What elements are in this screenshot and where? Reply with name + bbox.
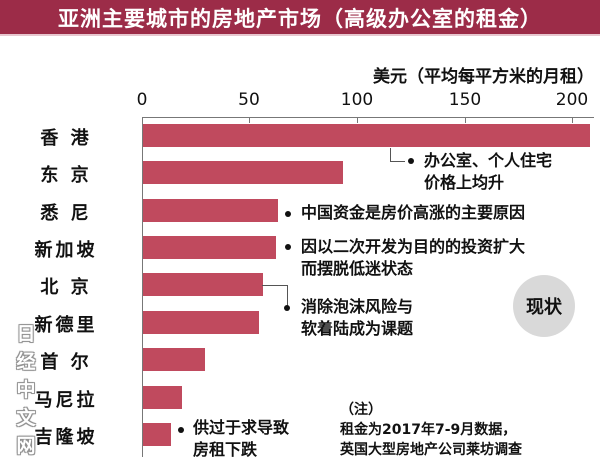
bullet-icon bbox=[284, 305, 290, 311]
watermark-char: 日 bbox=[16, 323, 36, 345]
bullet-icon bbox=[178, 427, 184, 433]
bar bbox=[143, 386, 182, 409]
annotation-hk-tokyo: 办公室、个人住宅 价格上均升 bbox=[424, 150, 552, 194]
x-tick-label: 50 bbox=[238, 90, 260, 110]
footnote-line: 英国大型房地产公司莱坊调查 bbox=[340, 442, 522, 458]
bar bbox=[143, 273, 264, 296]
x-axis-line bbox=[142, 117, 594, 118]
bullet-icon bbox=[408, 158, 414, 164]
city-label: 新加坡 bbox=[34, 240, 98, 261]
annotation-line: 软着陆成为课题 bbox=[301, 319, 414, 338]
annotation-line: 因以二次开发为目的的投资扩大 bbox=[301, 237, 526, 256]
city-label: 东 京 bbox=[40, 165, 92, 186]
chart-title: 亚洲主要城市的房地产市场（高级办公室的租金） bbox=[58, 7, 542, 31]
status-badge: 现状 bbox=[513, 275, 575, 337]
annotation-beijing: 消除泡沫风险与 软着陆成为课题 bbox=[301, 296, 413, 340]
x-tick-label: 200 bbox=[555, 90, 589, 110]
title-banner: 亚洲主要城市的房地产市场（高级办公室的租金） bbox=[0, 0, 600, 36]
city-label: 吉隆坡 bbox=[34, 427, 98, 448]
bar bbox=[143, 423, 171, 446]
annotation-line: 而摆脱低迷状态 bbox=[301, 259, 414, 278]
watermark-char: 网 bbox=[16, 435, 36, 457]
annotation-line: 中国资金是房价高涨的主要原因 bbox=[301, 203, 526, 222]
annotation-line: 消除泡沫风险与 bbox=[301, 297, 414, 316]
watermark-char: 文 bbox=[16, 407, 36, 429]
bullet-icon bbox=[285, 211, 291, 217]
watermark-char: 经 bbox=[16, 351, 36, 373]
bar bbox=[143, 236, 277, 259]
y-axis-line bbox=[142, 117, 143, 457]
x-tick bbox=[465, 117, 466, 123]
x-tick-label: 0 bbox=[136, 90, 148, 110]
footnote: （注） 租金为2017年7-9月数据， 英国大型房地产公司莱坊调查 bbox=[340, 400, 522, 460]
x-tick-label: 150 bbox=[448, 90, 482, 110]
annotation-singapore: 因以二次开发为目的的投资扩大 而摆脱低迷状态 bbox=[301, 236, 525, 280]
bar bbox=[143, 199, 279, 222]
city-label: 香 港 bbox=[40, 128, 92, 149]
annotation-connector bbox=[262, 285, 288, 306]
annotation-line: 房租下跌 bbox=[193, 440, 258, 459]
annotation-line: 供过于求导致 bbox=[193, 418, 290, 437]
watermark-char: 中 bbox=[16, 379, 36, 401]
annotation-connector bbox=[390, 148, 405, 162]
annotation-sydney: 中国资金是房价高涨的主要原因 bbox=[301, 202, 525, 224]
annotation-kl: 供过于求导致 房租下跌 bbox=[193, 417, 289, 461]
footnote-line: 租金为2017年7-9月数据， bbox=[340, 422, 517, 438]
annotation-line: 办公室、个人住宅 bbox=[424, 151, 553, 170]
footnote-label: （注） bbox=[340, 402, 382, 418]
city-label: 悉 尼 bbox=[40, 203, 92, 224]
x-tick bbox=[357, 117, 358, 123]
city-label: 马尼拉 bbox=[34, 390, 98, 411]
bullet-icon bbox=[285, 244, 291, 250]
x-axis-unit-label: 美元（平均每平方米的月租） bbox=[373, 67, 594, 87]
bar bbox=[143, 124, 591, 147]
x-tick-label: 100 bbox=[340, 90, 374, 110]
bar bbox=[143, 311, 260, 334]
annotation-line: 价格上均升 bbox=[424, 173, 505, 192]
x-tick bbox=[249, 117, 250, 123]
city-label: 新德里 bbox=[34, 315, 98, 336]
city-label: 北 京 bbox=[40, 277, 92, 298]
bar bbox=[143, 161, 343, 184]
city-label: 首 尔 bbox=[40, 352, 92, 373]
x-tick bbox=[572, 117, 573, 123]
watermark: 日 经 中 文 网 bbox=[14, 320, 38, 460]
bar bbox=[143, 348, 206, 371]
